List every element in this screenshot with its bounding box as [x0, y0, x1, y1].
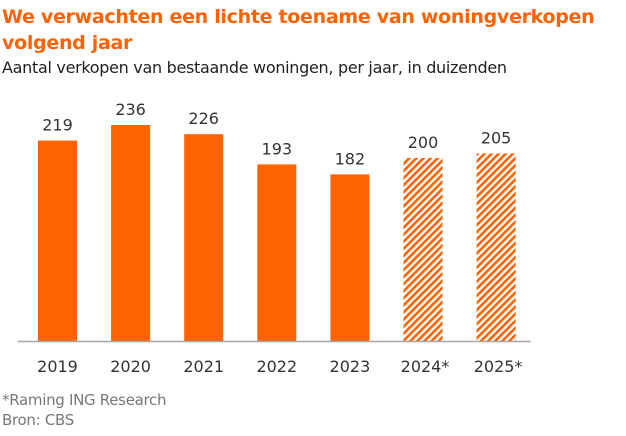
chart-subtitle: Aantal verkopen van bestaande woningen, …: [2, 58, 507, 77]
chart-title-line-2: volgend jaar: [2, 32, 133, 54]
bar-2023: [330, 174, 370, 341]
value-label: 226: [188, 109, 219, 128]
bar-2022: [257, 164, 297, 341]
value-label: 200: [408, 133, 439, 152]
forecast-note: *Raming ING Research: [2, 391, 167, 409]
x-tick-label: 2025*: [474, 357, 523, 376]
chart-title: We verwachten een lichte toename van won…: [2, 4, 622, 56]
x-tick-label: 2019: [37, 357, 78, 376]
x-tick-label: 2024*: [401, 357, 450, 376]
bar-2021: [184, 134, 224, 341]
source-note: Bron: CBS: [2, 411, 74, 429]
bar-2025: [476, 153, 516, 341]
value-label: 236: [115, 100, 146, 119]
value-label: 205: [481, 128, 512, 147]
x-tick-label: 2023: [330, 357, 371, 376]
x-tick-label: 2022: [256, 357, 297, 376]
bar-2024: [403, 157, 443, 341]
bar-2020: [111, 125, 151, 341]
value-label: 182: [335, 149, 366, 168]
value-label: 193: [262, 139, 293, 158]
x-tick-label: 2020: [110, 357, 151, 376]
x-tick-label: 2021: [183, 357, 224, 376]
value-label: 219: [42, 116, 73, 135]
chart-title-line-1: We verwachten een lichte toename van won…: [2, 6, 595, 28]
bar-2019: [38, 140, 77, 341]
